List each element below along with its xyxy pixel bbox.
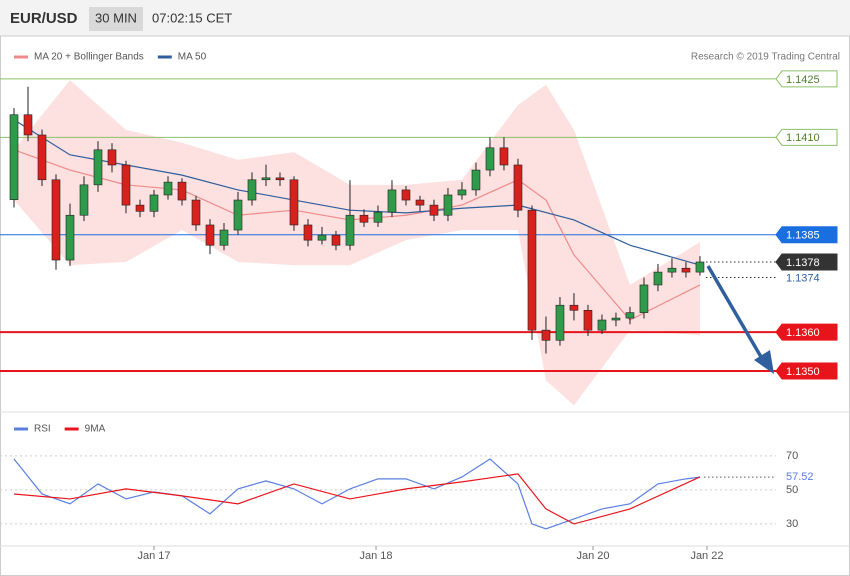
candle-body	[107, 149, 117, 166]
candle-body	[387, 189, 397, 213]
y-tick-label: 30	[786, 518, 798, 530]
candle-body	[163, 181, 173, 196]
x-tick-label: Jan 22	[690, 550, 723, 562]
candle-body	[667, 267, 677, 273]
x-tick-label: Jan 17	[137, 550, 170, 562]
level-label: 1.1425	[786, 74, 820, 86]
interval: 30 MIN	[95, 10, 137, 25]
legend-label: MA 50	[178, 52, 207, 63]
candle-body	[569, 304, 579, 311]
candle-body	[415, 199, 425, 206]
candle-body	[401, 189, 411, 201]
candle-body	[289, 179, 299, 226]
candle-body	[51, 179, 61, 261]
y-tick-label: 50	[786, 484, 798, 496]
candle-body	[597, 319, 607, 331]
candle-body	[275, 177, 285, 181]
level-box	[775, 323, 838, 341]
rsi-panel: 30 50 70 Jan 17 Jan 18 Jan 20 Jan 22 57.52 RSI 9M…	[0, 424, 814, 562]
candle-body	[219, 229, 229, 246]
interval-box	[89, 7, 143, 31]
price-panel: 1.1425 1.1410 1.1385 1.1378 1.1374 1.1360 1.13…	[0, 52, 838, 406]
candle-body	[149, 194, 159, 212]
symbol: EUR/USD	[10, 10, 78, 27]
candle-body	[639, 284, 649, 313]
candle-body	[317, 234, 327, 241]
candle-body	[303, 224, 313, 241]
candle-body	[485, 147, 495, 171]
level-label: 1.1350	[786, 366, 820, 378]
candle-body	[443, 194, 453, 216]
rsi-line	[13, 458, 701, 530]
candle-body	[191, 199, 201, 226]
legend-label: MA 20 + Bollinger Bands	[34, 52, 144, 63]
rsi-line	[13, 473, 701, 525]
candle-body	[177, 181, 187, 201]
candle-body	[625, 312, 635, 319]
candle-body	[611, 317, 621, 321]
forecast-arrow	[706, 265, 766, 363]
level-box	[775, 226, 838, 244]
level-box	[775, 253, 838, 271]
candle-body	[23, 114, 33, 136]
candle-body	[331, 234, 341, 246]
credit: Research © 2019 Trading Central	[691, 52, 840, 63]
candle-body	[121, 164, 131, 206]
candle-body	[247, 179, 257, 201]
x-tick-label: Jan 18	[360, 550, 393, 562]
forecast-arrowhead	[754, 350, 774, 374]
candle-body	[499, 147, 509, 166]
legend-label: RSI	[34, 424, 51, 435]
candle-body	[37, 134, 47, 181]
bollinger-band	[13, 80, 700, 406]
candle-body	[345, 214, 355, 246]
legend-label: 9MA	[85, 424, 106, 435]
level-label: 1.1378	[786, 257, 820, 269]
candle-body	[359, 214, 369, 223]
level-box	[775, 70, 838, 88]
time: 07:02:15 CET	[152, 10, 232, 25]
candle-body	[79, 184, 89, 216]
candle-body	[373, 211, 383, 223]
candle-body	[471, 169, 481, 191]
candle-body	[541, 329, 551, 341]
candle-body	[135, 204, 145, 212]
candle-body	[681, 267, 691, 273]
y-tick-label: 70	[786, 450, 798, 462]
value-label: 57.52	[786, 471, 814, 483]
candle-body	[513, 164, 523, 211]
level-label: 1.1385	[786, 230, 820, 242]
level-label: 1.1360	[786, 327, 820, 339]
level-label: 1.1410	[786, 132, 820, 144]
level-label: 1.1374	[786, 272, 820, 284]
candle-body	[65, 214, 75, 261]
candle-body	[555, 304, 565, 341]
candle-body	[457, 189, 467, 196]
candle-body	[205, 224, 215, 246]
level-box	[775, 128, 838, 146]
candle-body	[429, 204, 439, 216]
candle-body	[9, 114, 19, 200]
candle-body	[527, 209, 537, 331]
candle-body	[93, 149, 103, 186]
candle-body	[261, 177, 271, 181]
level-box	[775, 362, 838, 380]
candle-body	[653, 271, 663, 286]
x-tick-label: Jan 20	[576, 550, 609, 562]
candle-body	[695, 261, 705, 273]
candle-body	[583, 309, 593, 331]
candle-body	[233, 199, 243, 231]
